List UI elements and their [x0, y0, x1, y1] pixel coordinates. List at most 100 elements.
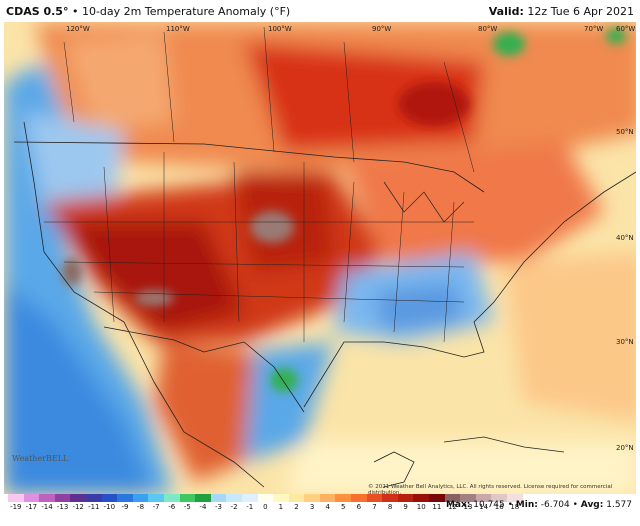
colorbar-tick-label: 18	[510, 503, 520, 511]
colorbar-tick-label: 7	[372, 503, 377, 511]
colorbar-swatch	[23, 494, 40, 502]
colorbar-tick-label: 10	[416, 503, 426, 511]
colorbar-swatch	[366, 494, 383, 502]
colorbar-tick-label: -2	[230, 503, 238, 511]
colorbar-swatch	[132, 494, 149, 502]
colorbar-tick-label: -6	[168, 503, 176, 511]
caribbean-islands	[443, 436, 565, 453]
colorbar-swatch	[8, 494, 24, 502]
map-title: CDAS 0.5° • 10-day 2m Temperature Anomal…	[6, 5, 290, 18]
colorbar-tick-label: 9	[403, 503, 408, 511]
field-stats: Max: 10.745 • Min: -6.704 • Avg: 1.577	[445, 500, 632, 510]
colorbar-tick-label: 2	[294, 503, 299, 511]
lon-label-100w: 100°W	[268, 25, 292, 33]
colorbar-tick-label: 8	[387, 503, 393, 511]
lon-label-60w: 60°W	[616, 25, 635, 33]
colorbar-swatch	[397, 494, 414, 502]
colorbar-swatch	[257, 494, 274, 502]
lon-label-90w: 90°W	[372, 25, 391, 33]
colorbar-swatch	[163, 494, 180, 502]
colorbar-swatch	[335, 494, 352, 502]
colorbar-swatch	[179, 494, 196, 502]
product-name: CDAS 0.5°	[6, 4, 69, 18]
colorbar-tick-label: -3	[215, 503, 222, 511]
colorbar-swatch	[101, 494, 118, 502]
colorbar-swatch	[413, 494, 430, 502]
colorbar-ticks: -19 -17 -14 -13 -12 -11 -10 -9 -8 -7 -6 -5 -4 -3 -2 -1 0…	[8, 503, 523, 511]
max-label: Max:	[445, 500, 471, 510]
colorbar-swatch	[319, 494, 336, 502]
state-lines-horizontal	[44, 221, 474, 303]
west-coastline	[23, 121, 125, 323]
copyright-credit: © 2021 Weather Bell Analytics, LLC. All …	[368, 484, 613, 496]
colorbar-tick-label: 12	[447, 503, 457, 511]
max-value: 10.745	[473, 500, 505, 510]
colorbar-tick-label: -1	[246, 503, 254, 511]
valid-label: Valid:	[488, 4, 524, 18]
avg-value: 1.577	[606, 500, 632, 510]
colorbar-swatch	[304, 494, 320, 502]
colorbar-swatch	[85, 494, 102, 502]
colorbar-tick-label: -12	[72, 503, 84, 511]
colorbar-tick-label: -8	[137, 503, 145, 511]
colorbar-swatch	[148, 494, 164, 502]
colorbar-swatch	[288, 494, 305, 502]
colorbar-tick-label: -7	[152, 503, 160, 511]
colorbar-swatch	[475, 494, 492, 502]
weatherbell-logo: WeatherBELL	[12, 454, 69, 463]
colorbar-tick-label: -11	[88, 503, 100, 511]
map-canvas: 120°W 110°W 100°W 90°W 80°W 70°W 60°W 50…	[4, 22, 636, 494]
colorbar-tick-label: -14	[41, 503, 53, 511]
lat-label-50n: 50°N	[616, 128, 634, 136]
colorbar-tick-label: 1	[278, 503, 284, 511]
us-mexico-border	[103, 326, 305, 413]
lon-label-120w: 120°W	[66, 25, 90, 33]
colorbar-tick-label: 0	[263, 503, 268, 511]
colorbar-swatch	[273, 494, 289, 502]
colorbar-tick-label: -5	[183, 503, 191, 511]
province-lines	[63, 26, 475, 173]
colorbar-tick-label: 16	[494, 503, 504, 511]
east-gulf-coastline	[303, 171, 636, 408]
valid-time-value: 12z Tue 6 Apr 2021	[527, 4, 634, 18]
colorbar-tick-label: 6	[356, 503, 362, 511]
great-lakes	[383, 181, 465, 223]
lat-label-20n: 20°N	[616, 444, 634, 452]
min-value: -6.704	[540, 500, 570, 510]
us-canada-border	[13, 141, 485, 193]
colorbar-swatch	[491, 494, 507, 502]
colorbar-tick-label: 11	[432, 503, 442, 511]
valid-time: Valid: 12z Tue 6 Apr 2021	[489, 5, 634, 18]
lon-label-110w: 110°W	[166, 25, 190, 33]
colorbar-swatch	[70, 494, 86, 502]
colorbar-tick-label: -9	[121, 503, 129, 511]
colorbar-swatch	[39, 494, 55, 502]
lon-label-80w: 80°W	[478, 25, 497, 33]
colorbar-tick-label: -13	[56, 503, 69, 511]
colorbar-swatch	[444, 494, 461, 502]
colorbar-tick-label: -10	[103, 503, 116, 511]
map-footer: -19 -17 -14 -13 -12 -11 -10 -9 -8 -7 -6 -5 -4 -3 -2 -1 0…	[0, 494, 640, 526]
anomaly-field	[4, 22, 636, 494]
colorbar	[8, 494, 523, 502]
state-lines	[103, 152, 455, 343]
mexico-coastline	[123, 321, 265, 488]
colorbar-swatch	[226, 494, 242, 502]
colorbar-tick-label: 4	[325, 503, 330, 511]
colorbar-swatch	[210, 494, 227, 502]
map-header: CDAS 0.5° • 10-day 2m Temperature Anomal…	[0, 0, 640, 22]
colorbar-tick-label: -17	[25, 503, 38, 511]
lon-label-70w: 70°W	[584, 25, 603, 33]
colorbar-swatch	[429, 494, 445, 502]
colorbar-swatch	[54, 494, 71, 502]
political-borders	[13, 26, 636, 488]
colorbar-swatch	[351, 494, 367, 502]
colorbar-tick-label: 5	[341, 503, 346, 511]
colorbar-tick-label: 3	[309, 503, 315, 511]
colorbar-swatch	[241, 494, 258, 502]
colorbar-tick-label: -19	[10, 503, 22, 511]
product-title: 10-day 2m Temperature Anomaly (°F)	[81, 4, 291, 18]
colorbar-swatch	[507, 494, 523, 502]
yucatan-outline	[373, 451, 415, 488]
colorbar-swatch	[117, 494, 133, 502]
